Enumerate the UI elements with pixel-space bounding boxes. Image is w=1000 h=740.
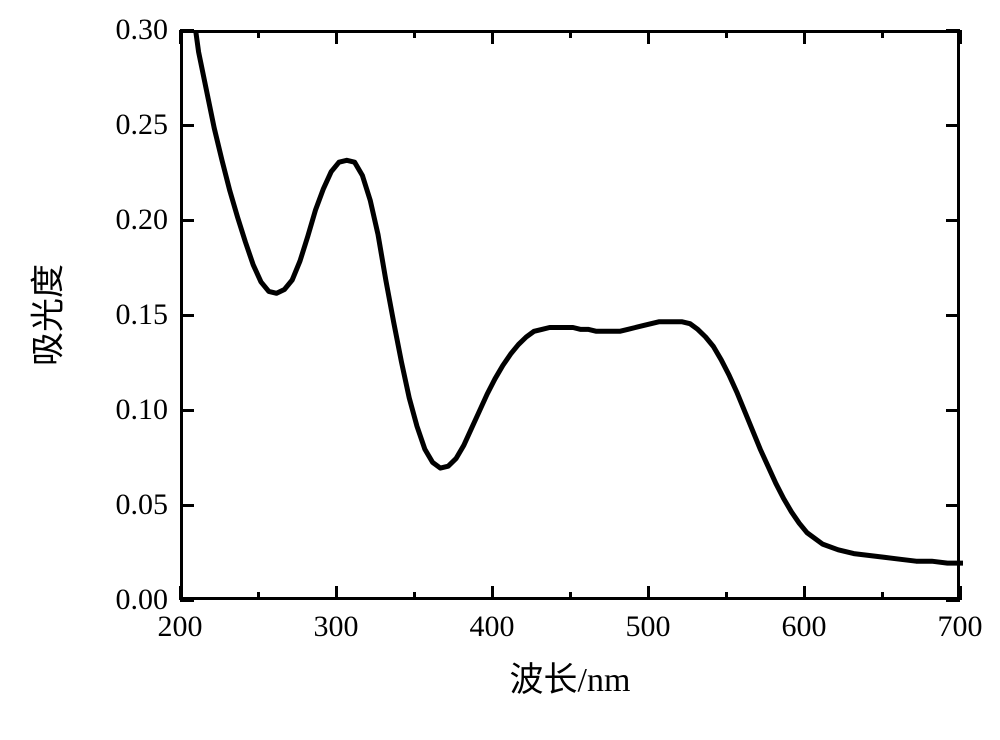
x-major-tick — [803, 586, 806, 600]
x-axis-label: 波长/nm — [510, 652, 631, 701]
series-svg — [183, 33, 963, 603]
x-tick-label: 500 — [626, 610, 671, 644]
y-tick-label: 0.20 — [116, 203, 169, 237]
x-minor-tick-top — [257, 30, 260, 38]
y-major-tick — [180, 409, 194, 412]
y-tick-label: 0.25 — [116, 108, 169, 142]
y-major-tick-right — [946, 599, 960, 602]
x-tick-label: 300 — [314, 610, 359, 644]
x-major-tick-top — [179, 30, 182, 44]
y-major-tick — [180, 314, 194, 317]
y-major-tick-right — [946, 124, 960, 127]
y-major-tick-right — [946, 314, 960, 317]
x-minor-tick — [725, 592, 728, 600]
y-major-tick — [180, 124, 194, 127]
x-major-tick — [647, 586, 650, 600]
y-tick-label: 0.30 — [116, 13, 169, 47]
y-axis-label: 吸光度 — [21, 264, 70, 366]
x-major-tick-top — [959, 30, 962, 44]
x-minor-tick-top — [569, 30, 572, 38]
plot-area — [180, 30, 960, 600]
x-tick-label: 700 — [938, 610, 983, 644]
y-major-tick — [180, 219, 194, 222]
y-major-tick-right — [946, 29, 960, 32]
x-minor-tick-top — [725, 30, 728, 38]
x-major-tick-top — [803, 30, 806, 44]
y-major-tick — [180, 504, 194, 507]
y-tick-label: 0.15 — [116, 298, 169, 332]
x-minor-tick — [569, 592, 572, 600]
x-minor-tick — [881, 592, 884, 600]
x-minor-tick — [413, 592, 416, 600]
absorbance-spectrum-figure: 波长/nm 吸光度 2003004005006007000.000.050.10… — [0, 0, 1000, 740]
y-major-tick — [180, 599, 194, 602]
y-tick-label: 0.10 — [116, 393, 169, 427]
absorbance-curve — [183, 0, 963, 563]
x-minor-tick — [257, 592, 260, 600]
x-major-tick-top — [647, 30, 650, 44]
x-tick-label: 600 — [782, 610, 827, 644]
y-major-tick-right — [946, 219, 960, 222]
y-tick-label: 0.00 — [116, 583, 169, 617]
x-major-tick — [491, 586, 494, 600]
y-major-tick-right — [946, 409, 960, 412]
x-minor-tick-top — [413, 30, 416, 38]
x-tick-label: 400 — [470, 610, 515, 644]
x-major-tick-top — [491, 30, 494, 44]
x-major-tick-top — [335, 30, 338, 44]
x-major-tick — [335, 586, 338, 600]
y-major-tick-right — [946, 504, 960, 507]
y-major-tick — [180, 29, 194, 32]
x-minor-tick-top — [881, 30, 884, 38]
y-tick-label: 0.05 — [116, 488, 169, 522]
